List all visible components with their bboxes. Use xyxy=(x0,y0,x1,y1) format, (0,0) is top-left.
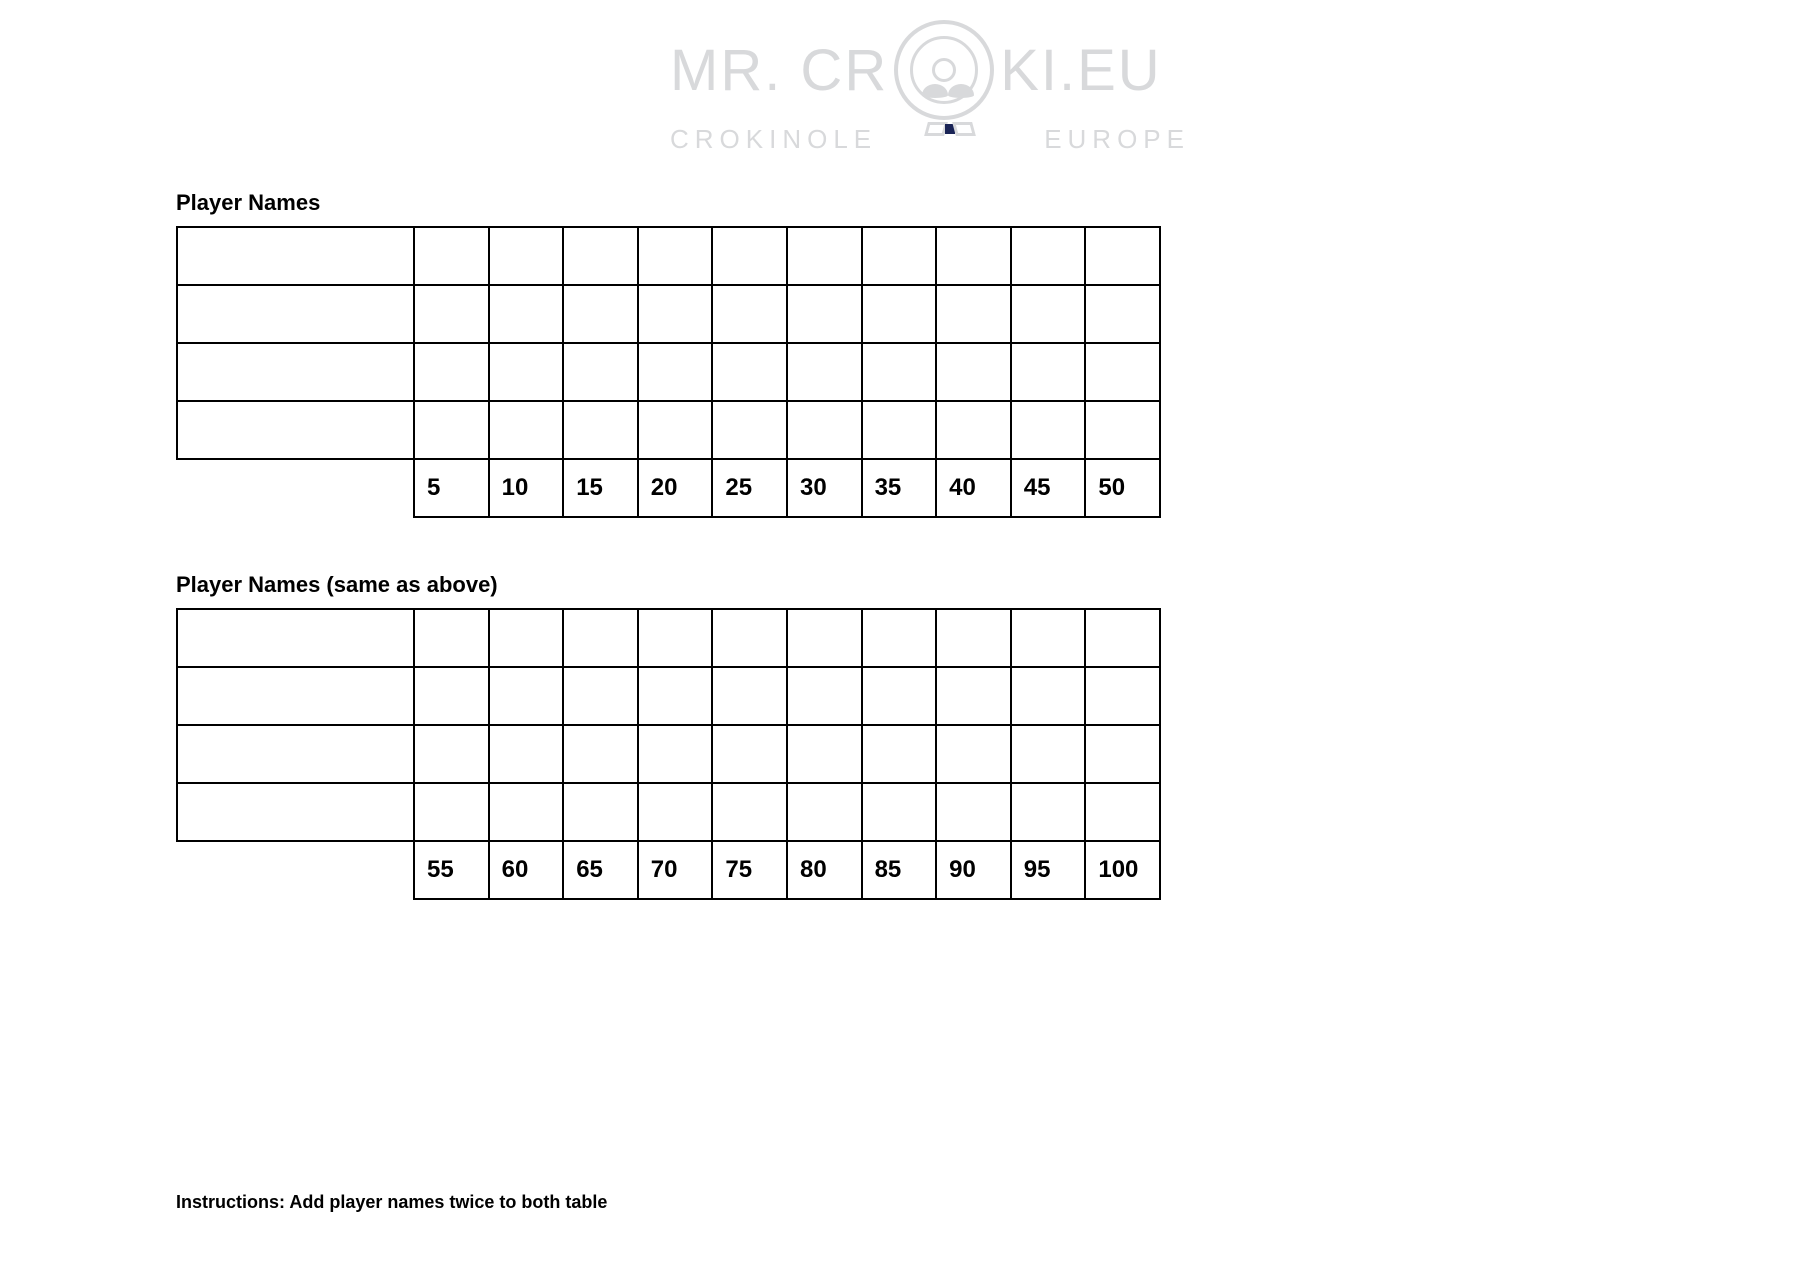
footer-row-2: 55 60 65 70 75 80 85 90 95 100 xyxy=(177,841,1160,899)
score-table-2: 55 60 65 70 75 80 85 90 95 100 xyxy=(176,608,1161,900)
logo-text-left: MR. CR xyxy=(670,37,888,104)
score-table-1: 5 10 15 20 25 30 35 40 45 50 xyxy=(176,226,1161,518)
table-row xyxy=(177,783,1160,841)
footer-cell: 75 xyxy=(712,841,787,899)
footer-cell: 5 xyxy=(414,459,489,517)
table-row xyxy=(177,667,1160,725)
logo-subtext-right: EUROPE xyxy=(1044,124,1190,155)
footer-cell: 35 xyxy=(862,459,937,517)
footer-cell: 80 xyxy=(787,841,862,899)
brand-logo: MR. CR KI.EU CROKINOLE EUROPE xyxy=(670,20,1190,200)
top-hat-icon xyxy=(943,0,1003,28)
footer-cell: 95 xyxy=(1011,841,1086,899)
scoresheet-content: Player Names 5 10 15 20 25 30 35 40 45 5… xyxy=(176,190,1159,900)
footer-cell: 55 xyxy=(414,841,489,899)
footer-cell: 50 xyxy=(1085,459,1160,517)
crokinole-board-icon xyxy=(894,20,994,120)
bowtie-icon xyxy=(926,118,974,142)
footer-cell: 20 xyxy=(638,459,713,517)
footer-cell: 90 xyxy=(936,841,1011,899)
table-row xyxy=(177,285,1160,343)
mustache-icon xyxy=(922,84,974,98)
logo-text-right: KI.EU xyxy=(1000,37,1162,104)
section2-title: Player Names (same as above) xyxy=(176,572,1159,598)
footer-cell: 60 xyxy=(489,841,564,899)
table-row xyxy=(177,725,1160,783)
logo-subtext-left: CROKINOLE xyxy=(670,124,877,155)
footer-cell: 30 xyxy=(787,459,862,517)
instructions-text: Instructions: Add player names twice to … xyxy=(176,1192,607,1213)
footer-cell: 15 xyxy=(563,459,638,517)
footer-cell: 10 xyxy=(489,459,564,517)
footer-cell: 65 xyxy=(563,841,638,899)
footer-cell: 25 xyxy=(712,459,787,517)
footer-cell: 40 xyxy=(936,459,1011,517)
footer-cell: 100 xyxy=(1085,841,1160,899)
table-row xyxy=(177,343,1160,401)
footer-cell: 45 xyxy=(1011,459,1086,517)
footer-cell: 85 xyxy=(862,841,937,899)
table-row xyxy=(177,227,1160,285)
footer-cell: 70 xyxy=(638,841,713,899)
section1-title: Player Names xyxy=(176,190,1159,216)
table-row xyxy=(177,609,1160,667)
table-row xyxy=(177,401,1160,459)
footer-row-1: 5 10 15 20 25 30 35 40 45 50 xyxy=(177,459,1160,517)
